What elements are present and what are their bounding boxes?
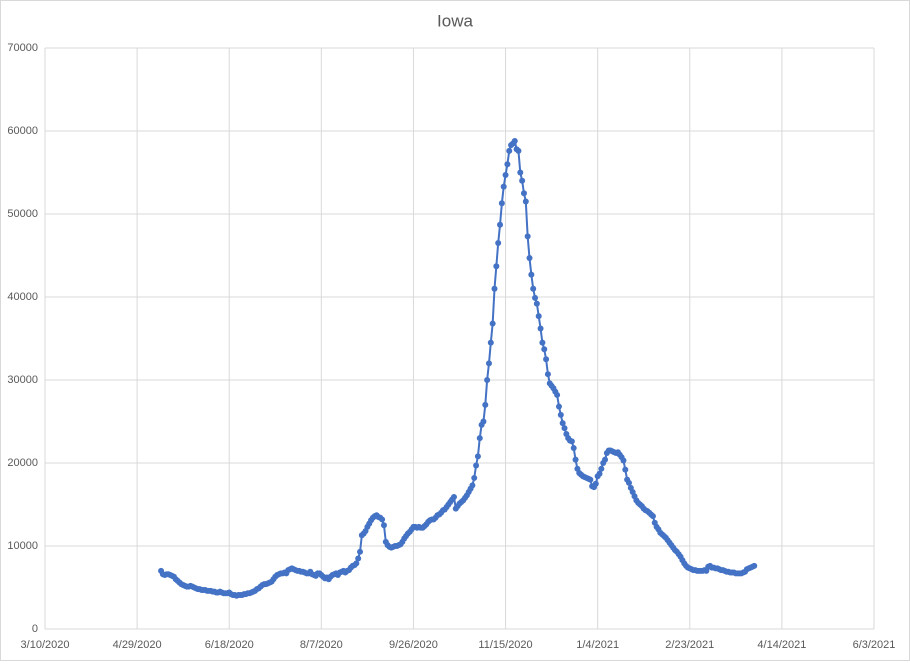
data-point: [484, 377, 491, 383]
data-point: [482, 401, 489, 408]
data-point: [485, 360, 492, 367]
y-tick-label: 50000: [7, 208, 38, 220]
data-point: [541, 346, 548, 353]
data-point: [620, 457, 627, 464]
data-point: [497, 221, 504, 228]
data-point: [502, 171, 509, 178]
x-tick-label: 6/18/2020: [205, 639, 254, 651]
data-point: [355, 555, 362, 562]
data-point: [592, 480, 599, 487]
y-tick-label: 60000: [7, 125, 38, 137]
data-point: [379, 516, 386, 523]
x-tick-label: 9/26/2020: [389, 639, 438, 651]
data-point: [751, 562, 758, 569]
data-point: [559, 420, 566, 427]
data-point: [480, 418, 487, 425]
data-point: [517, 169, 524, 176]
data-point: [544, 371, 551, 378]
data-point: [524, 233, 531, 240]
y-tick-label: 10000: [7, 540, 38, 552]
data-point: [520, 190, 527, 197]
data-point: [504, 161, 511, 168]
data-point: [495, 240, 502, 247]
data-point: [491, 285, 498, 292]
data-point: [489, 320, 496, 327]
data-point: [469, 482, 476, 489]
data-point: [498, 200, 505, 207]
y-tick-label: 40000: [7, 291, 38, 303]
data-point: [649, 513, 656, 520]
data-point: [476, 435, 483, 442]
x-tick-label: 2/23/2021: [665, 639, 714, 651]
data-point: [555, 403, 562, 410]
data-point: [568, 438, 575, 445]
data-point: [450, 494, 457, 501]
y-tick-label: 30000: [7, 374, 38, 386]
data-point: [587, 476, 594, 483]
data-point: [474, 453, 481, 460]
x-tick-label: 1/4/2021: [576, 639, 619, 651]
data-point: [570, 445, 577, 452]
data-point: [473, 462, 480, 469]
data-point: [557, 411, 564, 418]
x-tick-label: 4/29/2020: [113, 639, 162, 651]
data-point: [537, 325, 544, 332]
data-point: [596, 470, 603, 477]
chart-title: Iowa: [437, 11, 473, 30]
data-point: [380, 522, 387, 529]
data-point: [561, 425, 568, 432]
data-point: [572, 456, 579, 463]
data-point: [539, 339, 546, 346]
data-point: [471, 474, 478, 481]
data-point: [522, 198, 529, 205]
data-point: [353, 560, 360, 567]
data-point: [506, 147, 513, 154]
data-point: [515, 147, 522, 154]
y-tick-label: 20000: [7, 457, 38, 469]
data-point: [543, 356, 550, 363]
data-point: [530, 285, 537, 292]
y-tick-label: 70000: [7, 42, 38, 54]
data-point: [493, 263, 500, 270]
data-point: [500, 183, 507, 190]
x-tick-label: 6/3/2021: [853, 639, 896, 651]
data-point: [519, 177, 526, 184]
data-point: [622, 466, 629, 473]
x-tick-label: 11/15/2020: [478, 639, 532, 651]
x-tick-label: 8/7/2020: [300, 639, 343, 651]
x-tick-label: 4/14/2021: [757, 639, 806, 651]
data-point: [625, 479, 632, 486]
data-point: [554, 391, 561, 398]
data-point: [602, 456, 609, 463]
data-point: [532, 294, 539, 301]
data-point: [526, 254, 533, 261]
data-point: [357, 548, 364, 555]
data-point: [528, 271, 535, 278]
data-point: [511, 137, 518, 144]
data-point: [533, 300, 540, 307]
y-tick-label: 0: [32, 623, 38, 635]
data-point: [598, 465, 605, 472]
data-point: [487, 339, 494, 346]
data-point: [535, 313, 542, 320]
x-tick-label: 3/10/2020: [21, 639, 70, 651]
